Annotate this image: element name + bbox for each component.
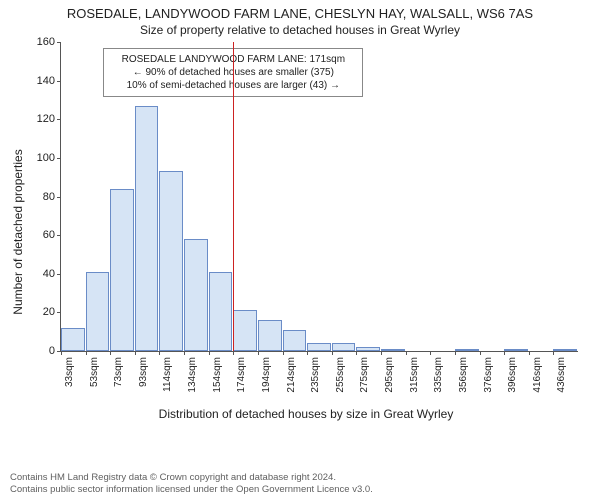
x-tick [381, 351, 382, 355]
histogram-bar [184, 239, 208, 351]
y-tick-label: 160 [37, 36, 55, 48]
y-tick-label: 100 [37, 152, 55, 164]
y-tick-label: 40 [43, 268, 55, 280]
x-tick-label: 114sqm [162, 357, 173, 392]
x-tick [529, 351, 530, 355]
y-tick-label: 140 [37, 75, 55, 87]
x-tick [480, 351, 481, 355]
histogram-bar [381, 349, 405, 351]
y-tick [57, 312, 61, 313]
x-tick [504, 351, 505, 355]
x-tick-label: 214sqm [286, 357, 297, 393]
x-tick [233, 351, 234, 355]
histogram-bar [283, 330, 307, 351]
x-tick-label: 53sqm [89, 357, 100, 387]
x-tick-label: 235sqm [310, 357, 321, 393]
chart-title-sub: Size of property relative to detached ho… [0, 21, 600, 37]
chart-container: Number of detached properties ROSEDALE L… [30, 42, 582, 422]
x-tick [553, 351, 554, 355]
x-tick [455, 351, 456, 355]
x-tick [258, 351, 259, 355]
histogram-bar [553, 349, 577, 351]
x-axis-label: Distribution of detached houses by size … [159, 407, 454, 421]
x-tick [283, 351, 284, 355]
histogram-bar [209, 272, 233, 351]
x-tick-label: 295sqm [384, 357, 395, 393]
x-tick-label: 194sqm [261, 357, 272, 393]
y-tick-label: 0 [49, 345, 55, 357]
histogram-bar [258, 320, 282, 351]
y-tick [57, 42, 61, 43]
attribution-line-2: Contains public sector information licen… [10, 484, 373, 496]
histogram-bar [159, 171, 183, 351]
x-tick-label: 174sqm [236, 357, 247, 393]
x-tick-label: 154sqm [212, 357, 223, 393]
x-tick-label: 315sqm [409, 357, 420, 393]
reference-line [233, 42, 234, 351]
x-tick [307, 351, 308, 355]
histogram-bar [86, 272, 110, 351]
x-tick-label: 134sqm [187, 357, 198, 393]
x-tick-label: 396sqm [507, 357, 518, 393]
y-tick [57, 158, 61, 159]
histogram-bar [233, 310, 257, 351]
y-tick [57, 119, 61, 120]
x-tick-label: 33sqm [64, 357, 75, 387]
y-tick-label: 20 [43, 306, 55, 318]
x-tick [135, 351, 136, 355]
histogram-bar [356, 347, 380, 351]
histogram-bar [307, 343, 331, 351]
x-tick-label: 255sqm [335, 357, 346, 393]
x-tick-label: 73sqm [113, 357, 124, 387]
x-tick [61, 351, 62, 355]
x-tick-label: 416sqm [532, 357, 543, 393]
histogram-bar [61, 328, 85, 351]
x-tick [406, 351, 407, 355]
chart-title-main: ROSEDALE, LANDYWOOD FARM LANE, CHESLYN H… [0, 0, 600, 21]
x-tick-label: 93sqm [138, 357, 149, 387]
y-axis-label: Number of detached properties [11, 149, 25, 314]
x-tick [430, 351, 431, 355]
x-tick-label: 275sqm [359, 357, 370, 393]
x-tick-label: 376sqm [483, 357, 494, 393]
x-tick [184, 351, 185, 355]
y-tick [57, 274, 61, 275]
histogram-bar [110, 189, 134, 351]
y-tick [57, 197, 61, 198]
plot-area: ROSEDALE LANDYWOOD FARM LANE: 171sqm ← 9… [60, 42, 578, 352]
y-tick-label: 80 [43, 191, 55, 203]
x-tick-label: 436sqm [556, 357, 567, 393]
y-tick-label: 60 [43, 229, 55, 241]
histogram-bar [135, 106, 159, 351]
x-tick [86, 351, 87, 355]
attribution-line-1: Contains HM Land Registry data © Crown c… [10, 472, 373, 484]
y-tick [57, 235, 61, 236]
x-tick [356, 351, 357, 355]
x-tick [209, 351, 210, 355]
histogram-bar [504, 349, 528, 351]
y-tick [57, 81, 61, 82]
histogram-bar [332, 343, 356, 351]
attribution: Contains HM Land Registry data © Crown c… [10, 472, 373, 496]
x-tick [110, 351, 111, 355]
x-tick-label: 356sqm [458, 357, 469, 393]
x-tick [332, 351, 333, 355]
histogram-bar [455, 349, 479, 351]
x-tick-label: 335sqm [433, 357, 444, 393]
x-tick [159, 351, 160, 355]
y-tick-label: 120 [37, 113, 55, 125]
